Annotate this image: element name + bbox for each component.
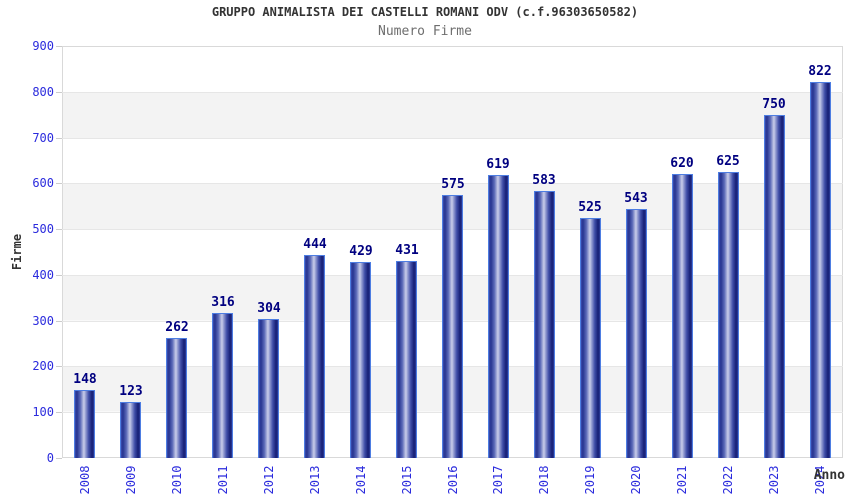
bar <box>74 390 95 458</box>
chart-title: GRUPPO ANIMALISTA DEI CASTELLI ROMANI OD… <box>211 5 639 19</box>
y-tick-mark <box>56 138 62 139</box>
x-tick-label: 2008 <box>78 465 92 495</box>
y-tick-mark <box>56 92 62 93</box>
y-tick-label: 400 <box>32 268 54 282</box>
bar <box>718 172 739 458</box>
x-tick-label: 2020 <box>629 465 643 495</box>
bar-value-label: 429 <box>349 244 373 259</box>
x-tick-label: 2011 <box>216 465 230 495</box>
bar-value-label: 431 <box>395 243 419 258</box>
bar <box>764 115 785 458</box>
y-tick-label: 500 <box>32 222 54 236</box>
bar-value-label: 625 <box>716 154 740 169</box>
bar-value-label: 316 <box>211 295 235 310</box>
x-axis-title: Anno <box>813 468 845 483</box>
bar-value-label: 583 <box>532 173 556 188</box>
gridline <box>62 183 843 184</box>
bar-value-label: 575 <box>441 177 465 192</box>
x-tick-label: 2021 <box>675 465 689 495</box>
bar <box>626 209 647 458</box>
bar <box>396 261 417 458</box>
gridline <box>62 138 843 139</box>
x-tick-label: 2014 <box>354 465 368 495</box>
x-tick-label: 2017 <box>491 465 505 495</box>
y-tick-label: 800 <box>32 85 54 99</box>
x-tick-label: 2012 <box>262 465 276 495</box>
bar-value-label: 444 <box>303 237 327 252</box>
bar-value-label: 822 <box>808 64 832 79</box>
y-tick-mark <box>56 458 62 459</box>
x-tick-label: 2019 <box>583 465 597 495</box>
gridline <box>62 92 843 93</box>
bar-value-label: 750 <box>762 97 786 112</box>
y-tick-mark <box>56 321 62 322</box>
bar-value-label: 543 <box>624 191 648 206</box>
bar <box>442 195 463 458</box>
x-tick-label: 2016 <box>446 465 460 495</box>
y-tick-mark <box>56 412 62 413</box>
bar <box>120 402 141 458</box>
bar <box>810 82 831 458</box>
x-tick-label: 2022 <box>721 465 735 495</box>
bar-value-label: 262 <box>165 320 189 335</box>
bar <box>534 191 555 458</box>
y-tick-label: 700 <box>32 131 54 145</box>
x-tick-label: 2013 <box>308 465 322 495</box>
bar-value-label: 304 <box>257 301 281 316</box>
x-tick-label: 2018 <box>537 465 551 495</box>
bar <box>304 255 325 458</box>
bar-value-label: 620 <box>670 156 694 171</box>
y-tick-label: 100 <box>32 405 54 419</box>
bar <box>166 338 187 458</box>
x-tick-label: 2010 <box>170 465 184 495</box>
chart-subtitle: Numero Firme <box>378 24 472 39</box>
bar <box>350 262 371 458</box>
y-axis-title: Firme <box>10 233 24 271</box>
bar-value-label: 148 <box>73 372 97 387</box>
y-tick-label: 300 <box>32 314 54 328</box>
y-tick-mark <box>56 229 62 230</box>
bar-value-label: 123 <box>119 384 143 399</box>
bar <box>258 319 279 458</box>
bar-value-label: 525 <box>578 200 602 215</box>
x-tick-label: 2009 <box>124 465 138 495</box>
bar <box>580 218 601 458</box>
y-tick-mark <box>56 183 62 184</box>
y-tick-label: 200 <box>32 359 54 373</box>
x-tick-label: 2015 <box>400 465 414 495</box>
x-tick-label: 2023 <box>767 465 781 495</box>
bar-value-label: 619 <box>486 157 510 172</box>
y-tick-label: 600 <box>32 176 54 190</box>
y-tick-mark <box>56 366 62 367</box>
bar <box>672 174 693 458</box>
y-tick-label: 900 <box>32 39 54 53</box>
bar <box>212 313 233 458</box>
y-tick-label: 0 <box>46 451 54 465</box>
bar <box>488 175 509 458</box>
y-tick-mark <box>56 275 62 276</box>
y-tick-mark <box>56 46 62 47</box>
